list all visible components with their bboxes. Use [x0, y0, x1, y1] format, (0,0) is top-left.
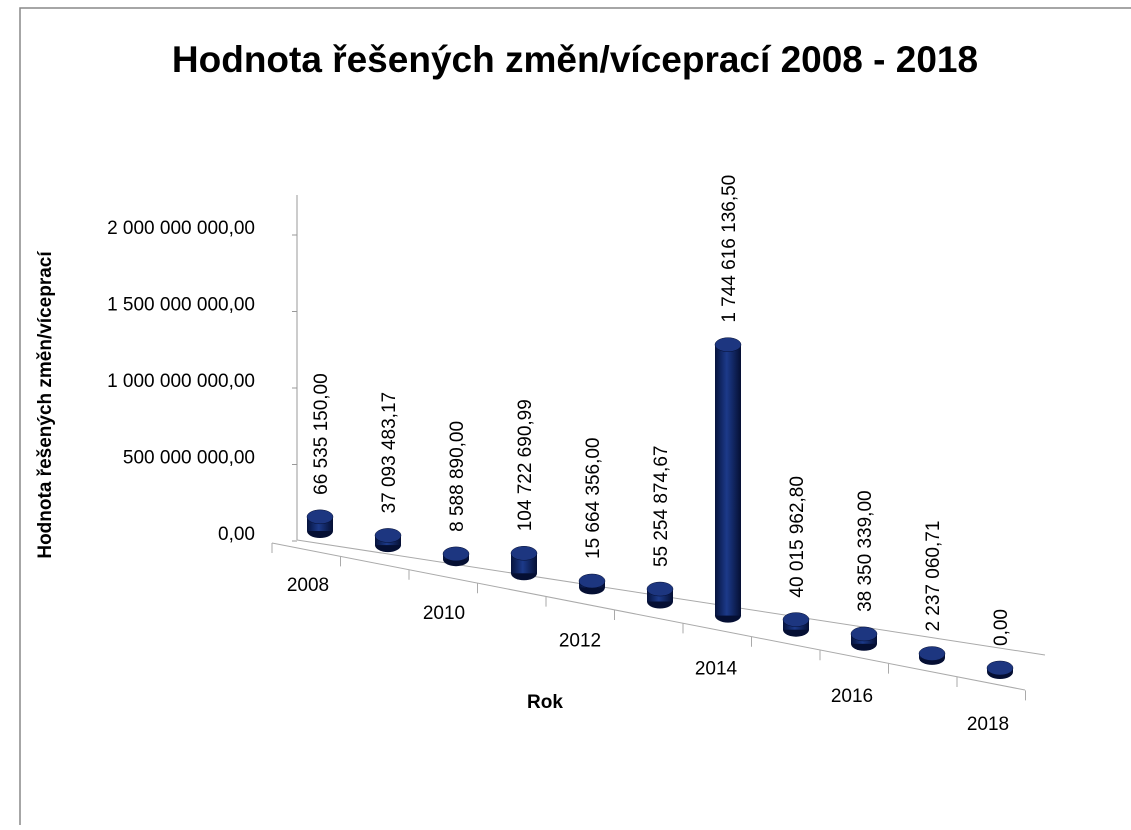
- cylinder-top: [850, 626, 878, 642]
- value-label: 104 722 690,99: [515, 399, 536, 531]
- value-label: 55 254 874,67: [651, 446, 672, 568]
- chart-title: Hodnota řešených změn/víceprací 2008 - 2…: [172, 39, 978, 80]
- x-tick-label: 2012: [559, 631, 601, 652]
- value-label: 38 350 339,00: [855, 490, 876, 612]
- cylinder-top: [510, 546, 538, 561]
- y-tick-label: 0,00: [218, 524, 255, 545]
- value-label: 8 588 890,00: [447, 421, 468, 532]
- value-label: 1 744 616 136,50: [719, 175, 740, 323]
- x-tick-label: 2008: [287, 575, 329, 596]
- y-tick-label: 2 000 000 000,00: [107, 218, 255, 239]
- floor-front: [271, 542, 1026, 691]
- value-label: 37 093 483,17: [379, 392, 400, 514]
- cylinder-top: [714, 337, 742, 352]
- x-tick-label: 2010: [423, 603, 465, 624]
- cylinder-top: [442, 546, 470, 562]
- cylinder-top: [782, 612, 810, 627]
- y-tick-label: 1 000 000 000,00: [107, 371, 255, 392]
- value-label: 15 664 356,00: [583, 437, 604, 559]
- cylinder-top: [306, 509, 334, 525]
- x-tick-label: 2014: [695, 658, 738, 679]
- cylinder-top: [918, 646, 946, 661]
- y-axis-title: Hodnota řešených změn/víceprací: [35, 251, 56, 559]
- frame: [19, 7, 1131, 830]
- x-axis-title: Rok: [527, 692, 563, 713]
- x-tick-label: 2018: [967, 714, 1009, 735]
- value-label: 66 535 150,00: [311, 373, 332, 495]
- cylinder-top: [374, 528, 402, 543]
- value-label: 2 237 060,71: [923, 521, 944, 632]
- value-label: 40 015 962,80: [787, 476, 808, 598]
- cylinder-top: [986, 660, 1014, 676]
- x-tick-label: 2016: [831, 686, 873, 707]
- y-tick-label: 1 500 000 000,00: [107, 295, 255, 316]
- value-label: 0,00: [991, 609, 1012, 646]
- cylinder-top: [646, 581, 674, 597]
- y-tick-label: 500 000 000,00: [123, 448, 255, 469]
- cylinder-top: [578, 573, 606, 589]
- cylinder: [715, 344, 741, 616]
